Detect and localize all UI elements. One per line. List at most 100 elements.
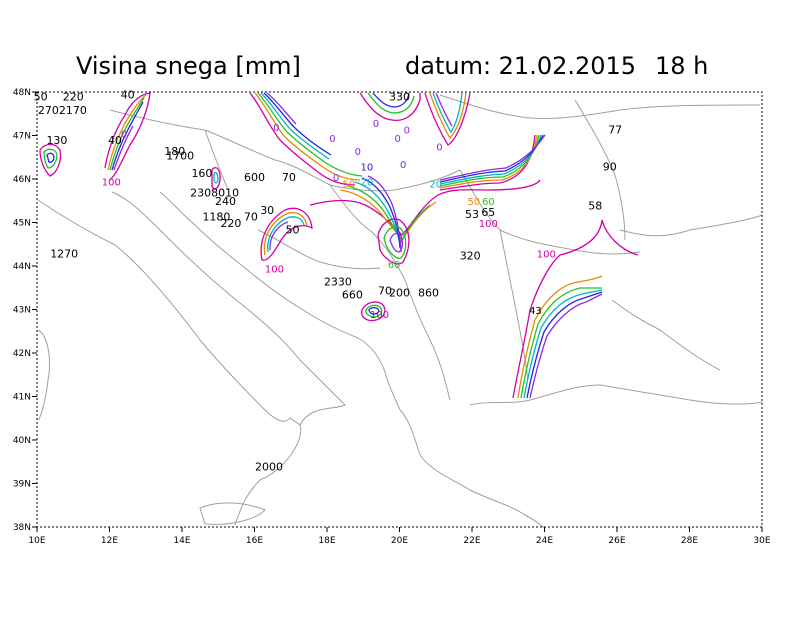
contour-line <box>111 101 144 171</box>
lat-label: 48N <box>13 88 31 98</box>
lon-label: 22E <box>463 536 480 546</box>
station-value: 2702170 <box>38 104 87 117</box>
station-value: 70 <box>378 284 392 297</box>
station-value: 220 <box>220 217 241 230</box>
contour-value-label: 0 <box>333 173 339 184</box>
station-value: 50 <box>286 223 300 236</box>
station-value: 90 <box>603 160 617 173</box>
contour-value-label: 0 <box>329 134 335 145</box>
contour-line <box>361 177 401 249</box>
contour-line <box>46 152 55 163</box>
contour-value-label: 100 <box>537 249 556 260</box>
contour-line <box>439 134 546 181</box>
contour-line <box>389 232 404 253</box>
contour-line <box>372 92 410 108</box>
contour-line <box>257 92 363 177</box>
contour-value-label: 0 <box>404 125 410 136</box>
contour-value-label: 100 <box>370 310 389 321</box>
lon-label: 26E <box>608 536 625 546</box>
lon-label: 24E <box>536 536 553 546</box>
station-value: 40 <box>108 134 122 147</box>
contour-line <box>260 92 330 160</box>
contour-line <box>260 207 313 261</box>
contour-line <box>424 92 471 146</box>
contour-line <box>367 175 402 253</box>
lon-label: 10E <box>28 536 45 546</box>
station-value: 2000 <box>255 460 283 473</box>
contour-line <box>365 304 383 318</box>
contour-line <box>517 275 603 399</box>
station-value: 50 <box>34 91 48 104</box>
lat-label: 43N <box>13 306 31 316</box>
lon-label: 16E <box>246 536 263 546</box>
lon-label: 14E <box>173 536 190 546</box>
lon-label: 18E <box>318 536 335 546</box>
station-value: 660 <box>342 289 363 302</box>
station-value: 600 <box>244 171 265 184</box>
contour-value-label: 100 <box>265 265 284 276</box>
contour-value-label: 20 <box>429 180 442 191</box>
coastline-layer <box>37 94 763 529</box>
station-value: 330 <box>389 91 410 104</box>
lat-label: 41N <box>13 393 31 403</box>
contour-line <box>211 166 221 190</box>
contour-line <box>377 218 410 265</box>
station-value: 2330 <box>324 276 352 289</box>
contour-line <box>249 92 356 186</box>
lon-label: 28E <box>681 536 698 546</box>
contour-line <box>43 148 58 169</box>
station-value: 65 <box>481 206 495 219</box>
contour-line <box>383 226 407 259</box>
contour-line <box>109 97 145 171</box>
contour-line <box>254 92 361 181</box>
lon-label: 30E <box>753 536 770 546</box>
contour-value-label: 0 <box>121 130 127 141</box>
station-value: 180 <box>164 145 185 158</box>
map-frame: 10E 12E 14E 16E 18E 20E 22E 24E 26E 28E 30E 38N 39N… <box>13 88 771 546</box>
contour-value-label: 0 <box>373 119 379 130</box>
contour-line <box>269 221 289 251</box>
contour-value-label: 50 <box>342 180 355 191</box>
contour-line <box>213 171 219 184</box>
map-hour: 18 h <box>655 52 709 80</box>
contour-value-label: 0 <box>436 143 442 154</box>
station-value: 200 <box>389 286 410 299</box>
station-value: 2308010 <box>190 186 239 199</box>
contour-line <box>526 291 603 399</box>
lat-label: 42N <box>13 349 31 359</box>
lat-label: 39N <box>13 480 31 490</box>
contour-value-label: 0 <box>355 147 361 158</box>
station-value: 70 <box>282 171 296 184</box>
contour-line <box>267 216 305 253</box>
station-value: 320 <box>460 249 481 262</box>
contour-line <box>39 143 62 177</box>
contour-line <box>435 92 453 127</box>
contour-line <box>429 92 467 140</box>
contour-value-label: 60 <box>388 260 401 271</box>
contour-line <box>520 287 602 399</box>
contour-line <box>309 179 541 236</box>
lon-label: 12E <box>101 536 118 546</box>
map-date: datum: 21.02.2015 <box>405 52 637 80</box>
contour-line <box>339 189 437 242</box>
contour-value-label: 0 <box>400 160 406 171</box>
contour-line <box>263 92 332 156</box>
contour-line <box>367 92 415 114</box>
station-value: 30 <box>260 204 274 217</box>
contour-line <box>104 92 151 181</box>
lat-label: 45N <box>13 219 31 229</box>
contour-value-label: 20 <box>361 178 374 189</box>
station-value: 58 <box>588 199 602 212</box>
contour-line <box>107 94 147 171</box>
contour-line <box>263 211 308 256</box>
contour-line <box>512 219 639 399</box>
station-value: 240 <box>215 195 236 208</box>
contour-value-label: 100 <box>479 219 498 230</box>
contour-line <box>359 92 421 121</box>
station-value: 130 <box>46 134 67 147</box>
contour-line <box>529 293 603 399</box>
station-value: 77 <box>608 123 622 136</box>
lon-label: 20E <box>391 536 408 546</box>
